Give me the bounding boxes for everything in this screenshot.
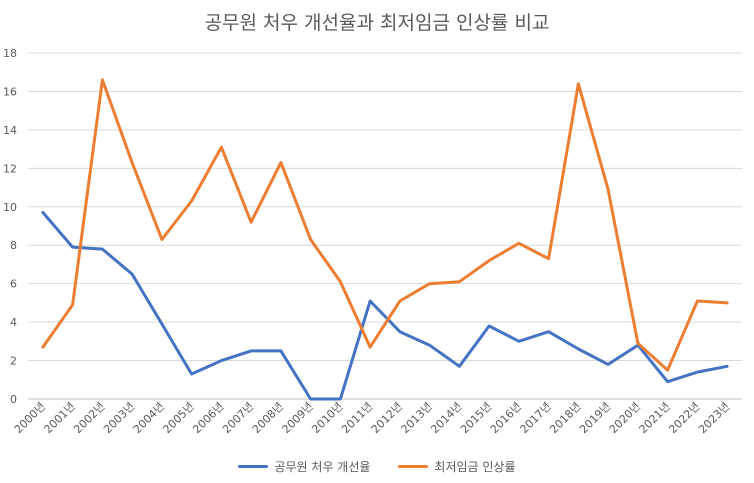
x-tick-label: 2019년 [577, 400, 613, 436]
x-tick-label: 2005년 [161, 400, 197, 436]
y-tick-label: 18 [3, 47, 17, 60]
data-point-series-1 [369, 299, 372, 302]
x-tick-label: 2002년 [71, 400, 107, 436]
series-line-1 [41, 211, 729, 401]
data-point-series-2 [696, 299, 699, 302]
y-tick-label: 4 [10, 316, 17, 329]
data-point-series-2 [428, 282, 431, 285]
x-tick-label: 2004년 [131, 400, 167, 436]
data-point-series-2 [131, 161, 134, 164]
data-point-series-1 [666, 380, 669, 383]
series-line-2 [41, 78, 729, 372]
y-tick-label: 6 [10, 278, 17, 291]
x-tick-label: 2006년 [190, 400, 226, 436]
data-point-series-1 [339, 398, 342, 401]
data-point-series-2 [309, 238, 312, 241]
data-point-series-1 [547, 330, 550, 333]
y-tick-label: 14 [3, 124, 17, 137]
data-point-series-1 [309, 398, 312, 401]
data-point-series-2 [458, 280, 461, 283]
gridlines [28, 52, 742, 400]
data-point-series-1 [398, 330, 401, 333]
x-tick-label: 2017년 [518, 400, 554, 436]
data-point-series-2 [220, 146, 223, 149]
x-tick-label: 2003년 [101, 400, 137, 436]
x-tick-labels: 2000년2001년2002년2003년2004년2005년2006년2007년… [12, 400, 732, 436]
series-lines [41, 78, 729, 401]
x-tick-label: 2009년 [280, 400, 316, 436]
legend-swatch-series-2 [398, 465, 429, 468]
legend-label-series-2: 최저임금 인상률 [434, 460, 516, 474]
x-tick-label: 2015년 [458, 400, 494, 436]
x-tick-label: 2010년 [309, 400, 345, 436]
data-point-series-2 [279, 161, 282, 164]
data-point-series-2 [41, 346, 44, 349]
x-tick-label: 2013년 [399, 400, 435, 436]
data-point-series-1 [101, 248, 104, 251]
x-tick-label: 2021년 [637, 400, 673, 436]
data-point-series-2 [636, 342, 639, 345]
legend-item-series-1[interactable]: 공무원 처우 개선율 [238, 458, 370, 475]
legend-item-series-2[interactable]: 최저임금 인상률 [398, 458, 516, 475]
data-point-series-1 [220, 359, 223, 362]
x-tick-label: 2018년 [547, 400, 583, 436]
data-point-series-1 [250, 349, 253, 352]
y-tick-label: 10 [3, 201, 17, 214]
data-point-series-2 [666, 369, 669, 372]
data-point-series-2 [607, 188, 610, 191]
y-tick-label: 2 [10, 355, 17, 368]
x-tick-label: 2001년 [42, 400, 78, 436]
data-point-series-1 [160, 323, 163, 326]
data-point-series-1 [607, 363, 610, 366]
data-point-series-1 [279, 349, 282, 352]
data-point-series-1 [488, 324, 491, 327]
data-point-series-2 [339, 280, 342, 283]
x-tick-label: 2012년 [369, 400, 405, 436]
data-point-series-1 [726, 365, 729, 368]
data-point-series-1 [131, 273, 134, 276]
data-point-series-2 [726, 301, 729, 304]
x-tick-label: 2000년 [12, 400, 48, 436]
y-tick-labels: 0 2 4 6 8 10 12 14 16 18 [3, 47, 17, 406]
data-point-series-2 [190, 200, 193, 203]
y-tick-label: 0 [10, 393, 17, 406]
legend-label-series-1: 공무원 처우 개선율 [274, 460, 371, 474]
data-point-series-2 [160, 238, 163, 241]
x-tick-label: 2008년 [250, 400, 286, 436]
data-point-series-2 [71, 303, 74, 306]
data-point-series-2 [547, 257, 550, 260]
data-point-series-2 [398, 299, 401, 302]
data-point-series-1 [41, 211, 44, 214]
data-point-series-2 [577, 82, 580, 85]
legend-swatch-series-1 [238, 465, 269, 468]
x-tick-label: 2007년 [220, 400, 256, 436]
data-point-series-2 [250, 221, 253, 224]
data-point-series-2 [488, 259, 491, 262]
data-point-series-1 [428, 344, 431, 347]
data-point-series-1 [71, 246, 74, 249]
x-tick-label: 2011년 [339, 400, 375, 436]
x-tick-label: 2023년 [696, 400, 732, 436]
y-tick-label: 12 [3, 162, 17, 175]
y-tick-label: 8 [10, 239, 17, 252]
x-tick-label: 2016년 [488, 400, 524, 436]
data-point-series-2 [101, 78, 104, 81]
data-point-series-1 [577, 348, 580, 351]
chart-title: 공무원 처우 개선율과 최저임금 인상률 비교 [204, 12, 550, 34]
legend: 공무원 처우 개선율 최저임금 인상률 [0, 458, 754, 475]
x-tick-label: 2022년 [666, 400, 702, 436]
x-tick-label: 2014년 [428, 400, 464, 436]
data-point-series-2 [517, 242, 520, 245]
data-point-series-2 [369, 346, 372, 349]
data-point-series-1 [458, 365, 461, 368]
y-tick-label: 16 [3, 85, 17, 98]
data-point-series-1 [517, 340, 520, 343]
data-point-series-1 [696, 371, 699, 374]
x-tick-label: 2020년 [607, 400, 643, 436]
data-point-series-1 [190, 373, 193, 376]
